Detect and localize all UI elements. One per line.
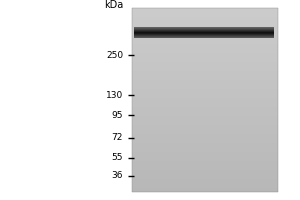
Text: 36: 36 (112, 171, 123, 180)
Bar (132, 8, 278, 192)
Text: 55: 55 (112, 154, 123, 162)
Text: 130: 130 (106, 90, 123, 99)
Text: 72: 72 (112, 134, 123, 142)
Text: 250: 250 (106, 50, 123, 60)
Text: kDa: kDa (104, 0, 123, 10)
Text: 95: 95 (112, 110, 123, 119)
